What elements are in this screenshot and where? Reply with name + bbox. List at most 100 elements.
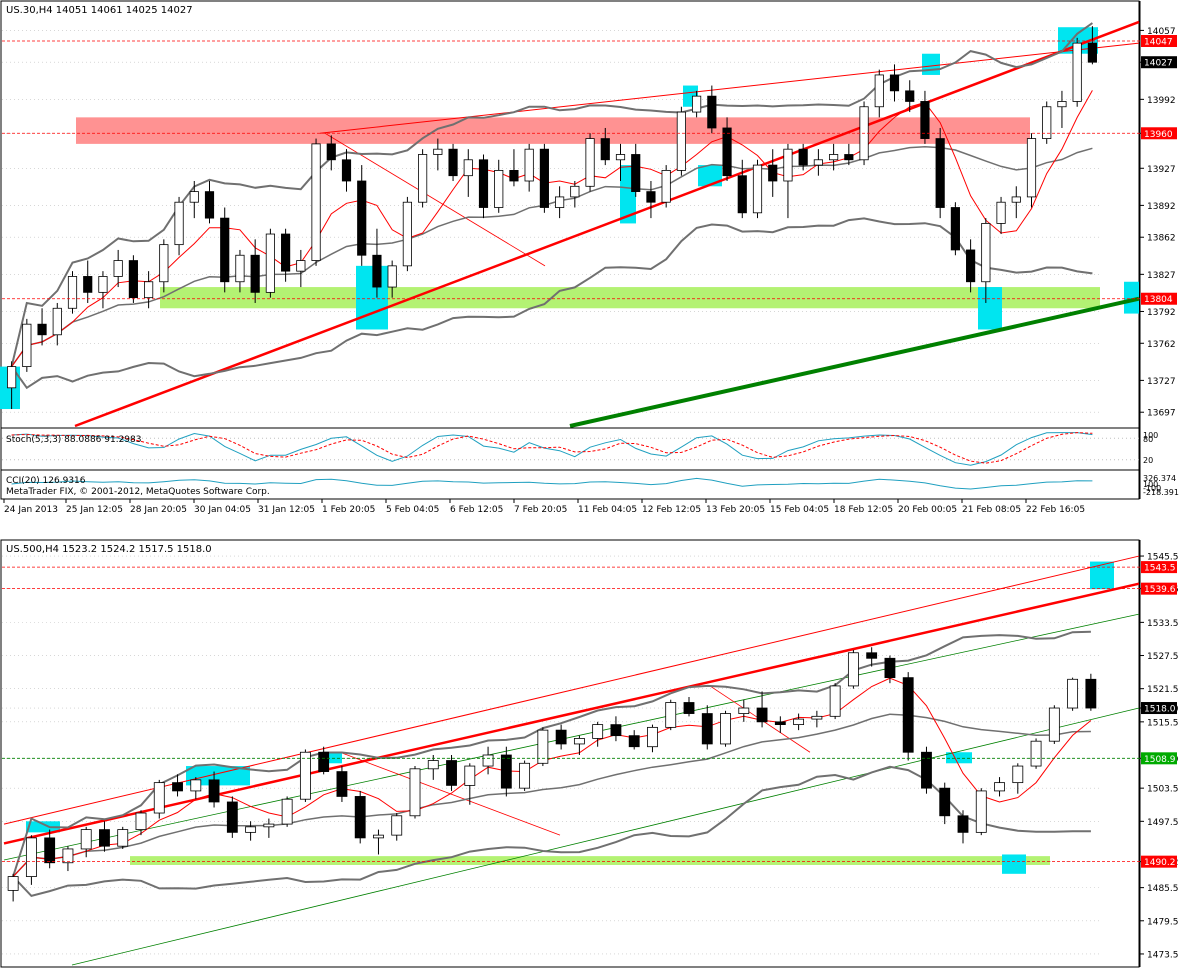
candle-body <box>519 762 531 789</box>
candle-body <box>1011 196 1021 203</box>
candle-body <box>966 249 976 283</box>
y-tick-label: 1473.5 <box>1147 950 1179 960</box>
candle-body <box>884 657 896 679</box>
candle-body <box>573 738 585 745</box>
price-label-text: 1518.0 <box>1144 705 1176 715</box>
candle-body <box>387 265 397 288</box>
candle-body <box>592 724 604 739</box>
candle-body <box>665 702 677 728</box>
candle-body <box>509 169 519 182</box>
candle-body <box>357 180 367 256</box>
stoch-main-line <box>11 432 1093 466</box>
stoch-tick-80: 80 <box>1143 435 1153 444</box>
copyright-text: MetaTrader FIX, © 2001-2012, MetaQuotes … <box>6 487 270 497</box>
bollinger-middle <box>10 146 1093 368</box>
candle-body <box>844 154 854 161</box>
y-tick-label: 14057 <box>1147 27 1176 37</box>
cyan-marker <box>1002 854 1026 874</box>
x-tick-label: 1 Feb 20:05 <box>322 505 375 515</box>
us30-candles <box>7 26 1097 410</box>
y-tick-label: 13892 <box>1147 202 1176 212</box>
candle-body <box>994 782 1005 792</box>
candle-body <box>570 185 580 198</box>
cci-tick-m100: -100 <box>1143 484 1161 493</box>
x-tick-label: 18 Feb 12:05 <box>834 505 893 515</box>
candle-body <box>676 111 686 171</box>
candle-body <box>647 726 658 748</box>
candle-body <box>446 760 457 786</box>
price-label-box <box>1141 702 1177 715</box>
cyan-marker <box>978 287 1002 330</box>
candle-body <box>975 790 987 833</box>
us30-zones <box>0 27 1139 410</box>
trendline-red-diagonal <box>324 132 546 267</box>
candle-body <box>220 217 230 283</box>
y-tick-label: 13992 <box>1147 96 1176 106</box>
candle-body <box>409 768 421 817</box>
candle-body <box>299 751 311 800</box>
candle-body <box>610 724 622 737</box>
candle-body <box>738 707 750 714</box>
stoch-tick-20: 20 <box>1143 456 1153 465</box>
ma-line <box>11 90 1093 367</box>
candle-body <box>204 191 215 219</box>
stochastic-oscillator <box>2 432 1140 466</box>
x-tick-label: 13 Feb 20:05 <box>706 505 765 515</box>
trendline-green-lower <box>71 707 1140 966</box>
y-tick-label: 1515.5 <box>1147 718 1179 728</box>
candle-body <box>281 798 293 825</box>
candle-body <box>661 169 671 203</box>
candle-body <box>172 782 183 792</box>
candle-body <box>265 233 275 293</box>
candle-body <box>957 815 969 833</box>
candle-body <box>336 771 348 797</box>
resistance-zone <box>76 117 1030 144</box>
us500-header: US.500,H4 1523.2 1524.2 1517.5 1518.0 <box>6 544 212 555</box>
candle-body <box>144 281 154 299</box>
x-tick-label: 24 Jan 2013 <box>4 505 58 515</box>
candle-body <box>482 754 494 767</box>
us30-bollinger-bands <box>10 22 1093 390</box>
y-tick-label: 1533.5 <box>1147 619 1179 629</box>
candle-body <box>1087 42 1097 63</box>
candle-body <box>889 74 900 92</box>
candle-body <box>1057 101 1067 108</box>
trendline-red-upper <box>319 42 1140 134</box>
candle-body <box>99 829 110 847</box>
us30-chart[interactable]: 14057 14027 13992 13960 13927 13892 13862 13827… <box>0 0 1179 515</box>
cyan-marker <box>186 766 250 786</box>
y-tick-label: 1479.5 <box>1147 917 1179 927</box>
candle-body <box>874 74 884 108</box>
candle-body <box>646 191 656 203</box>
price-label-text: 14027 <box>1144 59 1173 69</box>
cyan-marker <box>1090 561 1114 590</box>
candle-body <box>829 685 841 717</box>
candle-body <box>847 652 859 687</box>
price-label-box <box>1141 127 1177 140</box>
cyan-marker <box>26 821 60 833</box>
cci-indicator <box>11 477 1093 490</box>
candle-body <box>701 713 713 745</box>
price-label-box <box>1141 855 1177 868</box>
candle-body <box>373 834 384 839</box>
candle-body <box>996 201 1006 224</box>
us500-price-labels: 1543.5 1539.6 1518.0 1508.9 1490.2 <box>1141 561 1177 868</box>
candle-body <box>752 164 763 214</box>
us500-chart[interactable]: 1545.5 1539.6 1533.5 1527.5 1521.5 1518.0 1515… <box>0 539 1179 968</box>
candle-body <box>600 138 610 161</box>
y-tick-label: 1545.5 <box>1147 553 1179 563</box>
us500-trendlines <box>3 555 1140 966</box>
y-tick-label: 13697 <box>1147 409 1176 419</box>
candle-body <box>296 260 306 272</box>
candle-body <box>189 191 199 203</box>
cyan-marker <box>698 165 722 187</box>
cyan-marker <box>1124 281 1139 314</box>
candle-body <box>555 196 565 208</box>
bollinger-lower <box>10 217 1093 390</box>
us30-moving-average <box>11 90 1093 367</box>
candle-body <box>555 729 567 745</box>
candle-body <box>311 143 321 261</box>
stoch-signal-line <box>11 432 1093 464</box>
candle-body <box>722 127 732 177</box>
candle-body <box>117 829 129 847</box>
